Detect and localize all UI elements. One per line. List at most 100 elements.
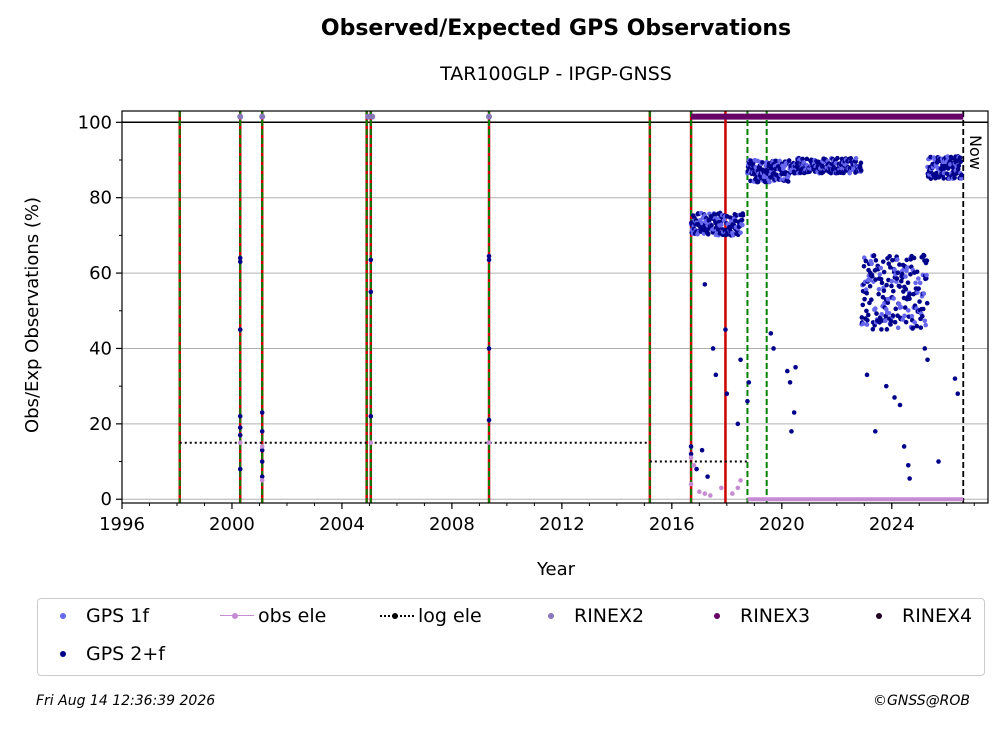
- axes-frame: [121, 110, 989, 504]
- gps-obs-point: [886, 310, 892, 316]
- gps-obs-point: [924, 300, 930, 306]
- obs_ele-point: [486, 440, 492, 445]
- gps-outlier-point: [785, 368, 790, 374]
- gps2f-point: [237, 432, 243, 438]
- gps-outlier-point: [702, 282, 708, 287]
- gps-obs-point: [903, 274, 908, 279]
- x-tick-label: 2004: [319, 514, 365, 535]
- x-tick-label: 2024: [869, 514, 915, 535]
- gps-obs-point: [923, 322, 928, 328]
- gps2f-point: [688, 451, 694, 457]
- gps2f-point: [368, 289, 374, 295]
- rinex2-point: [369, 113, 376, 120]
- chart-title: Observed/Expected GPS Observations: [320, 16, 792, 41]
- gps-obs-point: [895, 325, 901, 331]
- gps-obs-point: [835, 155, 840, 161]
- gps-outlier-point: [936, 459, 941, 464]
- gps-obs-point: [864, 322, 870, 327]
- gps-obs-point: [863, 287, 869, 292]
- gps-outlier-point: [793, 365, 798, 370]
- gps-outlier-point: [723, 327, 728, 332]
- gps-obs-point: [740, 222, 745, 228]
- gps-obs-point: [889, 283, 894, 289]
- gps-obs-point: [867, 277, 873, 283]
- gps2f-point: [259, 459, 265, 464]
- gps-obs-point: [898, 304, 904, 310]
- gps-outlier-point: [789, 429, 794, 434]
- gps-obs-point: [865, 312, 871, 318]
- gps-obs-point: [879, 311, 884, 317]
- gps-obs-point: [894, 276, 900, 281]
- gps2f-point: [237, 466, 243, 472]
- data-marks: [179, 113, 964, 502]
- gps-obs-point: [911, 255, 917, 261]
- y-tick-label: 20: [89, 414, 112, 435]
- obs_ele-point: [237, 440, 243, 445]
- legend-item-gps2f: GPS 2+f: [48, 643, 165, 665]
- gps-outlier-point: [883, 383, 889, 389]
- legend-label: obs ele: [258, 605, 327, 627]
- credit-label: ©GNSS@ROB: [873, 693, 970, 709]
- gps-obs-point: [748, 178, 753, 184]
- gps-outlier-point: [768, 331, 774, 336]
- obs_ele-point: [368, 440, 374, 445]
- x-tick-label: 2012: [539, 514, 585, 535]
- gps-obs-point: [800, 156, 805, 162]
- gps2f-point: [237, 255, 243, 261]
- gps-obs-point: [877, 272, 883, 277]
- gps-obs-point: [715, 216, 720, 222]
- gps2f-point: [259, 429, 265, 434]
- gps-outlier-point: [705, 474, 710, 479]
- legend-marker: [380, 610, 414, 622]
- gps-obs-point: [898, 278, 904, 284]
- gps2f-point: [259, 410, 265, 415]
- chart-subtitle: TAR100GLP - IPGP-GNSS: [440, 63, 672, 85]
- obs_ele-point: [259, 444, 265, 449]
- legend-label: RINEX3: [740, 605, 811, 627]
- gps-obs-point: [924, 258, 930, 263]
- gps-obs-point: [888, 318, 894, 324]
- gps-obs-point: [920, 306, 926, 312]
- gps-obs-point: [909, 313, 915, 319]
- legend-label: GPS 2+f: [86, 643, 165, 665]
- y-axis-label: Obs/Exp Observations (%): [22, 197, 43, 433]
- gps-obs-point: [922, 318, 928, 324]
- gps-obs-point: [880, 259, 886, 264]
- gps-outlier-point: [905, 463, 911, 468]
- gps-obs-point: [895, 270, 901, 276]
- gps-obs-point: [905, 280, 911, 285]
- gps-outlier-point: [952, 376, 958, 381]
- gps-obs-point: [864, 290, 870, 296]
- gps-outlier-point: [925, 357, 930, 363]
- legend-label: GPS 1f: [86, 605, 150, 627]
- gps2f-point: [259, 474, 265, 479]
- gps2f-point: [368, 257, 374, 263]
- gps-outlier-point: [710, 346, 716, 351]
- gps-obs-point: [952, 175, 957, 181]
- gps-obs-point: [914, 323, 920, 329]
- gps-obs-point: [886, 261, 892, 267]
- legend: GPS 1f obs ele log ele RINEX2 RINEX3 RINEX4 GP…: [37, 598, 985, 676]
- gps-obs-point: [916, 286, 921, 291]
- y-tick-label: 40: [89, 338, 112, 359]
- x-tick-label: 2016: [649, 514, 695, 535]
- rinex2-point: [237, 113, 244, 120]
- gps-outlier-point: [699, 447, 705, 453]
- legend-marker: [48, 610, 82, 622]
- gps-obs-point: [881, 288, 887, 294]
- obs-ele-point: [691, 463, 697, 468]
- gps-obs-point: [786, 158, 792, 163]
- gps-obs-point: [905, 265, 910, 270]
- y-tick-label: 0: [101, 489, 112, 510]
- gps-obs-point: [941, 176, 946, 181]
- x-axis-label: Year: [536, 559, 576, 580]
- gps-obs-point: [956, 163, 962, 168]
- timestamp-label: Fri Aug 14 12:36:39 2026: [36, 693, 216, 709]
- gps-obs-point: [890, 313, 896, 318]
- gps-outlier-point: [901, 444, 907, 449]
- gps-obs-point: [918, 325, 924, 330]
- gps2f-point: [368, 414, 374, 419]
- gps-obs-point: [879, 280, 885, 286]
- gps-obs-point: [889, 278, 895, 284]
- y-tick-label: 100: [78, 112, 112, 133]
